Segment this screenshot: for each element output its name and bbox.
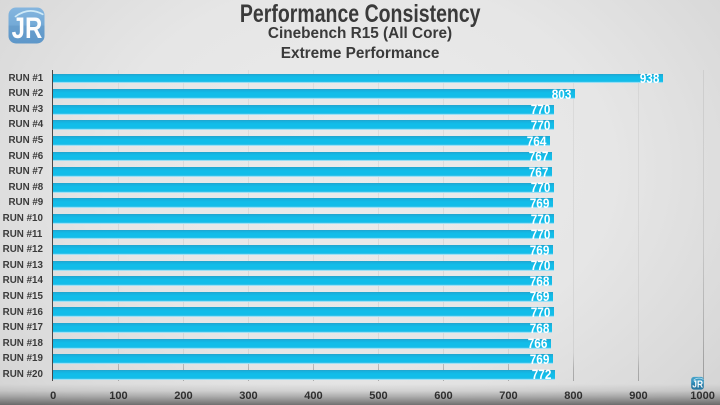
svg-text:JR: JR [692,379,703,391]
svg-text:JR: JR [12,11,43,44]
